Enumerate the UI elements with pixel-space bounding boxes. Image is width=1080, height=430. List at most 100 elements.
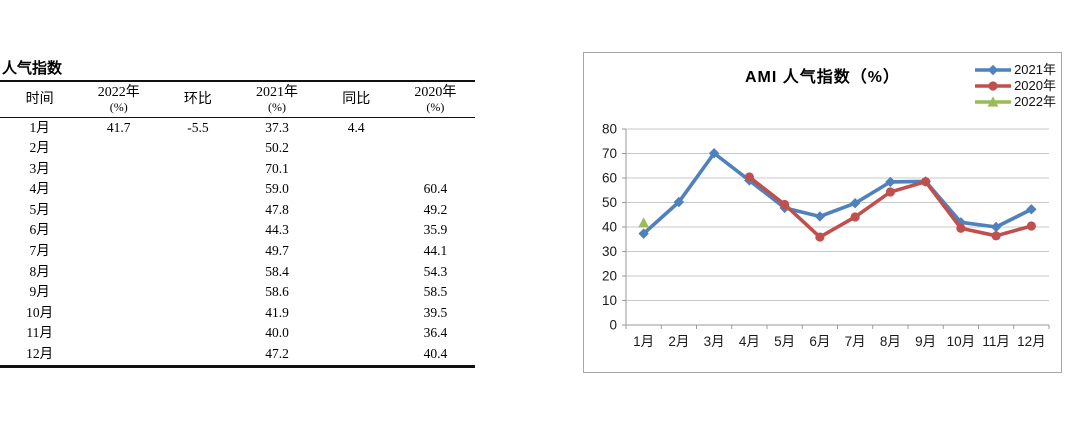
cell-huanbi <box>158 303 237 324</box>
cell-y2020: 35.9 <box>423 222 448 238</box>
legend-marker-icon <box>975 64 1012 76</box>
cell-y2022: 41.7 <box>106 119 131 135</box>
cell-y2021: 49.7 <box>265 243 289 259</box>
svg-text:4月: 4月 <box>739 334 760 349</box>
cell-y2020: 40.4 <box>423 346 448 362</box>
table-row: 11月 40.0 36.4 <box>0 323 475 344</box>
cell-y2020: 44.1 <box>423 243 448 259</box>
cell-time: 12月 <box>26 346 54 362</box>
column-header-2020: 2020年 (%) <box>414 85 457 115</box>
svg-text:10月: 10月 <box>947 334 976 349</box>
cell-tongbi <box>317 282 396 303</box>
chart-title: AMI 人气指数（%） <box>744 69 900 86</box>
cell-time: 11月 <box>26 325 53 341</box>
popularity-index-table-section: 人气指数 时间 2022年 (%) 环比 2021年 (%) <box>0 58 475 368</box>
cell-y2022 <box>79 200 158 221</box>
legend-item-2022年: 2022年 <box>974 94 1056 110</box>
column-header-2021: 2021年 (%) <box>256 85 299 115</box>
cell-tongbi <box>317 241 396 262</box>
cell-y2020 <box>396 159 475 180</box>
cell-tongbi: 4.4 <box>347 119 365 135</box>
cell-y2020: 58.5 <box>423 284 448 300</box>
cell-tongbi <box>317 159 396 180</box>
cell-y2022 <box>79 262 158 283</box>
svg-text:9月: 9月 <box>915 334 936 349</box>
legend-label: 2020年 <box>1014 78 1056 93</box>
cell-time: 8月 <box>29 263 50 279</box>
table-row: 6月 44.3 35.9 <box>0 220 475 241</box>
svg-text:70: 70 <box>602 146 617 161</box>
cell-time: 7月 <box>29 243 50 259</box>
table-body: 1月 41.7 -5.5 37.3 4.4 2月 50.2 3月 70.1 4月 59.0 60.4 5… <box>0 117 475 366</box>
cell-y2022 <box>79 323 158 344</box>
table-row: 7月 49.7 44.1 <box>0 241 475 262</box>
table-row: 12月 47.2 40.4 <box>0 344 475 366</box>
cell-y2020 <box>396 138 475 159</box>
table-row: 10月 41.9 39.5 <box>0 303 475 324</box>
svg-text:11月: 11月 <box>982 334 1010 349</box>
ami-line-chart: AMI 人气指数（%） 2021年 2020年 2022年 0 10 20 30 40 50 6… <box>583 52 1062 373</box>
cell-y2022 <box>79 179 158 200</box>
cell-y2020: 60.4 <box>423 181 448 197</box>
cell-y2021: 41.9 <box>265 304 289 320</box>
cell-y2021: 70.1 <box>265 160 289 176</box>
cell-time: 2月 <box>29 140 50 156</box>
cell-time: 10月 <box>26 304 54 320</box>
cell-y2022 <box>79 220 158 241</box>
svg-text:5月: 5月 <box>774 334 795 349</box>
column-header-time: 时间 <box>25 91 54 107</box>
cell-huanbi <box>158 344 237 366</box>
svg-text:8月: 8月 <box>880 334 901 349</box>
cell-tongbi <box>317 220 396 241</box>
cell-y2020: 54.3 <box>423 263 448 279</box>
svg-text:10: 10 <box>602 293 617 308</box>
legend-marker-icon <box>975 96 1012 107</box>
table-row: 2月 50.2 <box>0 138 475 159</box>
cell-y2020 <box>396 117 475 138</box>
cell-y2020: 39.5 <box>423 304 448 320</box>
popularity-index-table: 时间 2022年 (%) 环比 2021年 (%) 同比 <box>0 80 475 368</box>
cell-y2021: 44.3 <box>265 222 289 238</box>
cell-huanbi: -5.5 <box>187 119 209 135</box>
table-row: 9月 58.6 58.5 <box>0 282 475 303</box>
column-header-mom: 环比 <box>183 91 212 107</box>
table-row: 3月 70.1 <box>0 159 475 180</box>
legend-label: 2021年 <box>1014 62 1056 77</box>
svg-text:20: 20 <box>602 269 617 284</box>
cell-time: 9月 <box>29 284 50 300</box>
legend-label: 2022年 <box>1014 94 1056 109</box>
table-header: 时间 2022年 (%) 环比 2021年 (%) 同比 <box>0 81 475 117</box>
chart-legend: 2021年 2020年 2022年 <box>974 62 1056 110</box>
table-row: 1月 41.7 -5.5 37.3 4.4 <box>0 117 475 138</box>
cell-tongbi <box>317 138 396 159</box>
cell-huanbi <box>158 159 237 180</box>
svg-text:2月: 2月 <box>668 334 689 349</box>
svg-text:30: 30 <box>602 244 617 259</box>
cell-tongbi <box>317 323 396 344</box>
cell-tongbi <box>317 200 396 221</box>
cell-huanbi <box>158 282 237 303</box>
svg-text:50: 50 <box>602 195 617 210</box>
cell-y2020: 49.2 <box>423 201 448 217</box>
svg-text:12月: 12月 <box>1017 334 1046 349</box>
cell-y2021: 50.2 <box>265 140 289 156</box>
svg-text:1月: 1月 <box>633 334 654 349</box>
svg-text:80: 80 <box>602 122 617 137</box>
svg-text:6月: 6月 <box>809 334 830 349</box>
cell-y2020: 36.4 <box>423 325 448 341</box>
cell-y2022 <box>79 138 158 159</box>
cell-time: 6月 <box>29 222 50 238</box>
legend-item-2021年: 2021年 <box>974 62 1056 78</box>
cell-huanbi <box>158 220 237 241</box>
svg-text:40: 40 <box>602 220 617 235</box>
cell-y2021: 37.3 <box>265 119 289 135</box>
plot-area: 0 10 20 30 40 50 60 70 80 1月 2月 3月 4月 5月 6月 7月 8月 9月 10月 11… <box>602 122 1050 349</box>
cell-time: 5月 <box>29 201 50 217</box>
svg-text:7月: 7月 <box>845 334 866 349</box>
cell-y2022 <box>79 303 158 324</box>
svg-text:3月: 3月 <box>704 334 725 349</box>
cell-y2021: 47.2 <box>265 346 289 362</box>
cell-y2021: 59.0 <box>265 181 289 197</box>
cell-time: 3月 <box>29 160 50 176</box>
